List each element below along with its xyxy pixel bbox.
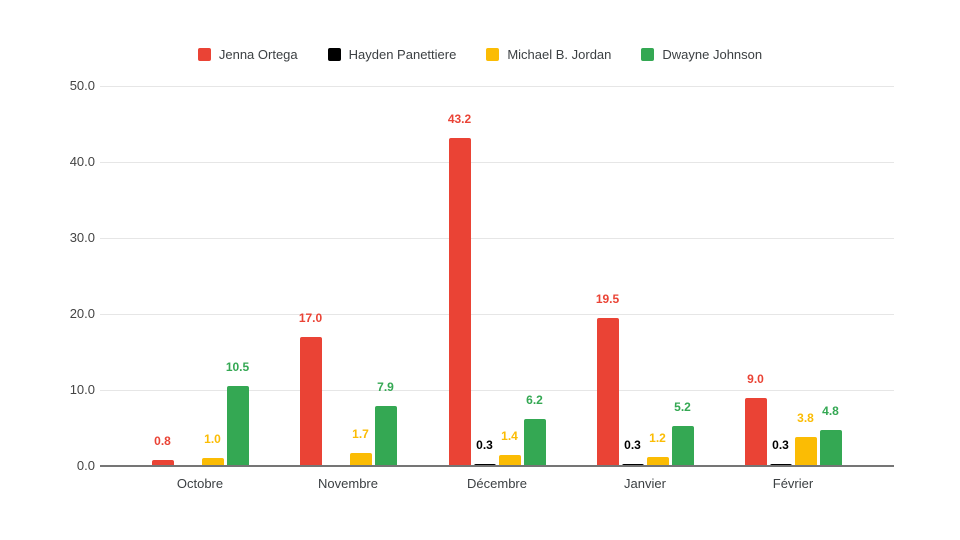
- legend-swatch-icon: [197, 48, 211, 61]
- gridline: [100, 313, 894, 315]
- y-tick-label: 50.0: [69, 78, 95, 93]
- bar-value-label: 0.3: [624, 437, 641, 452]
- bar-novembre-3: [349, 453, 372, 466]
- legend-label: Hayden Panettiere: [348, 47, 457, 62]
- x-category-label: Octobre: [176, 476, 224, 491]
- x-category-label: Janvier: [624, 476, 666, 491]
- legend-label: Dwayne Johnson: [662, 47, 763, 62]
- y-tick-label: 20.0: [69, 306, 95, 321]
- bar-février-3: [794, 437, 817, 466]
- bar-value-label: 10.5: [225, 360, 250, 375]
- bar-octobre-3: [201, 458, 224, 466]
- bar-value-label: 6.2: [526, 392, 543, 407]
- chart-legend: Jenna Ortega Hayden Panettiere Michael B. …: [0, 47, 960, 62]
- bar-value-label: 43.2: [447, 111, 472, 126]
- bar-value-label: 3.8: [797, 411, 814, 426]
- legend-item-1: Jenna Ortega: [197, 47, 298, 62]
- bar-novembre-1: [299, 336, 322, 466]
- x-axis-baseline: [100, 465, 894, 467]
- bar-décembre-3: [498, 455, 521, 466]
- bar-novembre-4: [374, 405, 397, 466]
- plot-area: 0.8 1.0 10.5 17.0 1.7 7.9 43.2 0.3 1.4 6.2 19.5 0.3…: [100, 85, 894, 491]
- bar-février-2: [769, 463, 792, 466]
- bar-value-label: 1.0: [204, 432, 221, 447]
- bar-value-label: 0.3: [772, 437, 789, 452]
- bar-décembre-1: [448, 137, 471, 466]
- bar-octobre-4: [226, 386, 249, 466]
- bar-value-label: 4.8: [822, 403, 839, 418]
- y-tick-label: 10.0: [69, 382, 95, 397]
- bar-value-label: 5.2: [674, 400, 691, 415]
- x-category-label: Novembre: [318, 476, 378, 491]
- legend-item-3: Michael B. Jordan: [486, 47, 611, 62]
- bar-décembre-2: [473, 463, 496, 466]
- bar-février-4: [819, 429, 842, 466]
- x-category-label: Février: [772, 476, 814, 491]
- bar-value-label: 17.0: [298, 310, 323, 325]
- bar-value-label: 1.2: [649, 430, 666, 445]
- gridline: [100, 237, 894, 239]
- bar-value-label: 0.8: [154, 433, 171, 448]
- legend-label: Michael B. Jordan: [507, 47, 612, 62]
- gridline: [100, 389, 894, 391]
- bar-janvier-4: [671, 426, 694, 466]
- gridline: [100, 85, 894, 87]
- bar-value-label: 1.7: [352, 427, 369, 442]
- y-tick-label: 0.0: [76, 458, 95, 473]
- legend-label: Jenna Ortega: [218, 47, 298, 62]
- gridline: [100, 161, 894, 163]
- legend-swatch-icon: [486, 48, 500, 61]
- bar-value-label: 7.9: [377, 379, 394, 394]
- bar-janvier-2: [621, 463, 644, 466]
- legend-item-4: Dwayne Johnson: [641, 47, 762, 62]
- bar-value-label: 1.4: [501, 429, 518, 444]
- bar-octobre-1: [151, 459, 174, 466]
- bar-janvier-1: [596, 317, 619, 466]
- bar-value-label: 19.5: [595, 291, 620, 306]
- legend-swatch-icon: [641, 48, 655, 61]
- bar-value-label: 9.0: [747, 371, 764, 386]
- y-tick-label: 30.0: [69, 230, 95, 245]
- bar-janvier-3: [646, 456, 669, 466]
- legend-item-2: Hayden Panettiere: [327, 47, 457, 62]
- legend-swatch-icon: [327, 48, 341, 61]
- bar-value-label: 0.3: [476, 437, 493, 452]
- bar-décembre-4: [523, 418, 546, 466]
- x-category-label: Décembre: [467, 476, 527, 491]
- bar-février-1: [744, 397, 767, 466]
- y-tick-label: 40.0: [69, 154, 95, 169]
